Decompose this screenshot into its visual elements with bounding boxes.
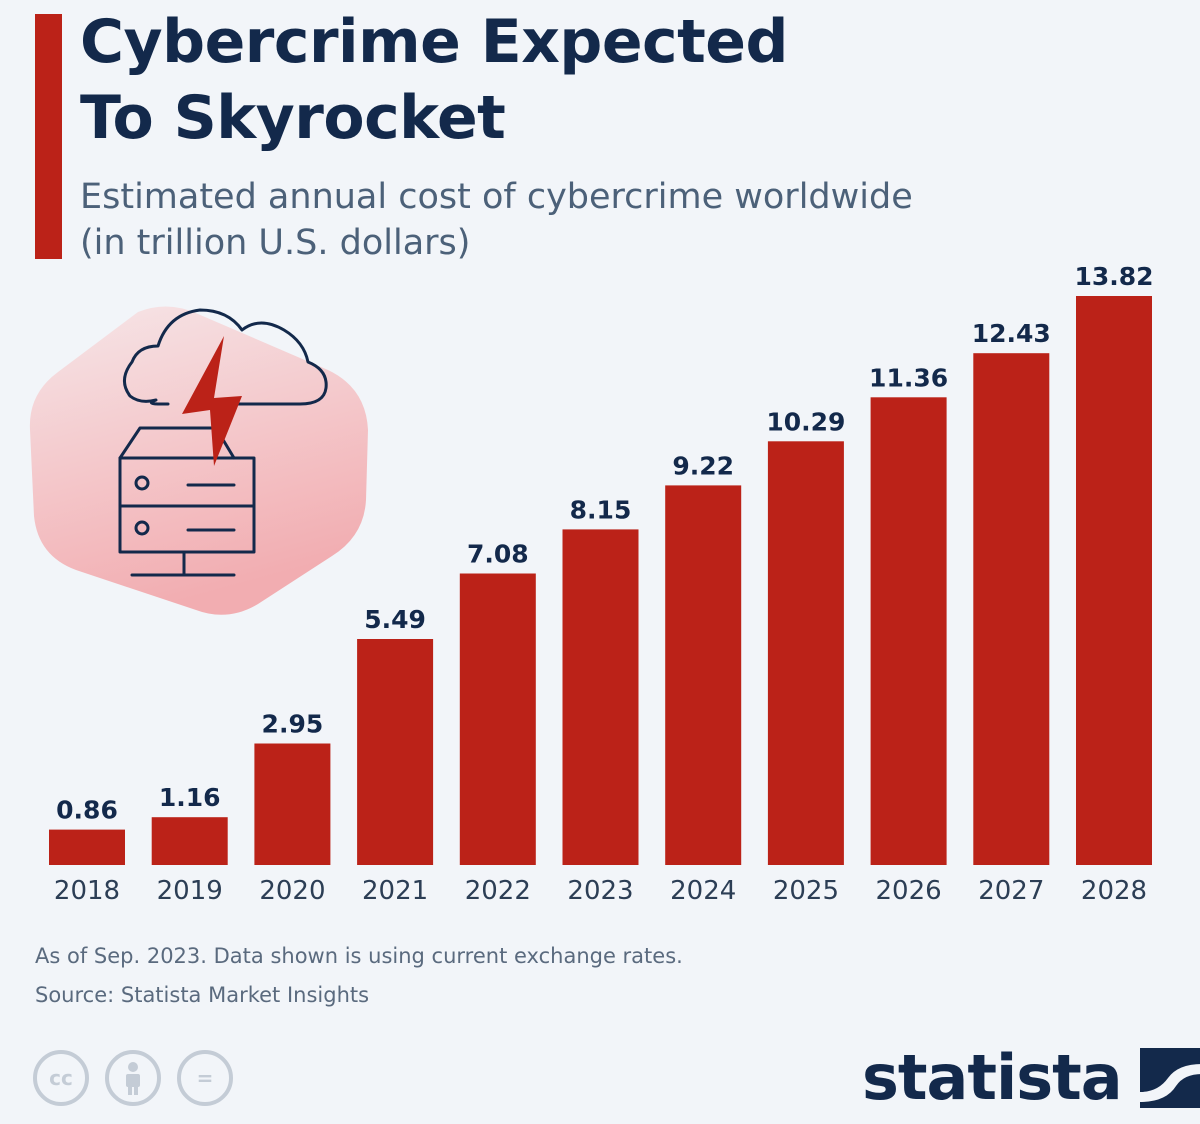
x-tick-2028: 2028 <box>1081 876 1147 906</box>
bar-2018 <box>49 829 125 865</box>
title-line-1: Cybercrime Expected <box>80 7 788 77</box>
bar-2023 <box>562 529 639 865</box>
x-tick-2023: 2023 <box>567 876 633 906</box>
title-line-2: To Skyrocket <box>80 83 506 153</box>
bar-chart: 0.86 2018 1.16 2019 2.95 2020 5.49 2021 7.08 2022… <box>49 262 1154 906</box>
bar-2025 <box>767 441 844 865</box>
chart-subtitle: Estimated annual cost of cybercrime worl… <box>80 174 1000 266</box>
x-tick-2024: 2024 <box>670 876 736 906</box>
person-icon <box>126 1062 140 1095</box>
bars-group: 0.86 2018 1.16 2019 2.95 2020 5.49 2021 7.08 2022… <box>49 262 1154 906</box>
title-accent-bar <box>35 14 62 259</box>
statista-brand[interactable]: statista <box>862 1040 1200 1116</box>
subtitle-line-2: (in trillion U.S. dollars) <box>80 223 471 263</box>
hexagon-background-shape <box>29 306 368 615</box>
bar-2020 <box>254 743 331 865</box>
server-roof <box>118 426 236 460</box>
footnote-note: As of Sep. 2023. Data shown is using cur… <box>35 944 683 968</box>
data-label-2019: 1.16 <box>159 783 221 812</box>
data-label-2018: 0.86 <box>56 796 118 825</box>
x-tick-2020: 2020 <box>259 876 325 906</box>
data-label-2028: 13.82 <box>1074 262 1153 291</box>
data-label-2023: 8.15 <box>570 495 632 524</box>
bar-2019 <box>151 817 228 865</box>
bar-2028 <box>1076 296 1152 865</box>
x-tick-2021: 2021 <box>362 876 428 906</box>
data-label-2027: 12.43 <box>972 319 1051 348</box>
lightning-bolt-icon <box>182 336 242 466</box>
cloud-server-lightning-icon <box>29 306 368 615</box>
bar-2022 <box>459 573 536 865</box>
no-derivatives-icon[interactable]: = <box>177 1050 233 1106</box>
statista-logo-icon <box>1139 1048 1200 1108</box>
data-label-2021: 5.49 <box>364 605 426 634</box>
x-tick-2027: 2027 <box>978 876 1044 906</box>
subtitle-line-1: Estimated annual cost of cybercrime worl… <box>80 177 913 217</box>
data-label-2022: 7.08 <box>467 540 529 569</box>
bar-2024 <box>665 485 742 865</box>
data-label-2020: 2.95 <box>262 710 324 739</box>
server-box-bottom <box>118 504 256 554</box>
x-tick-2026: 2026 <box>876 876 942 906</box>
x-tick-2018: 2018 <box>54 876 120 906</box>
x-tick-2022: 2022 <box>465 876 531 906</box>
x-tick-2019: 2019 <box>157 876 223 906</box>
brand-name: statista <box>862 1041 1123 1114</box>
license-icons: cc = <box>33 1050 233 1106</box>
data-label-2025: 10.29 <box>766 407 845 436</box>
bar-2021 <box>357 639 434 865</box>
footnote-source: Source: Statista Market Insights <box>35 983 370 1007</box>
bar-2027 <box>973 353 1050 865</box>
cloud-outline <box>123 308 328 406</box>
cc-icon[interactable]: cc <box>33 1050 89 1106</box>
chart-title: Cybercrime Expected To Skyrocket <box>80 4 980 156</box>
nd-icon-text: = <box>196 1066 214 1090</box>
x-tick-2025: 2025 <box>773 876 839 906</box>
cc-icon-text: cc <box>49 1066 73 1090</box>
bar-2026 <box>870 397 947 865</box>
attribution-icon[interactable] <box>105 1050 161 1106</box>
data-label-2024: 9.22 <box>672 451 734 480</box>
data-label-2026: 11.36 <box>869 363 948 392</box>
